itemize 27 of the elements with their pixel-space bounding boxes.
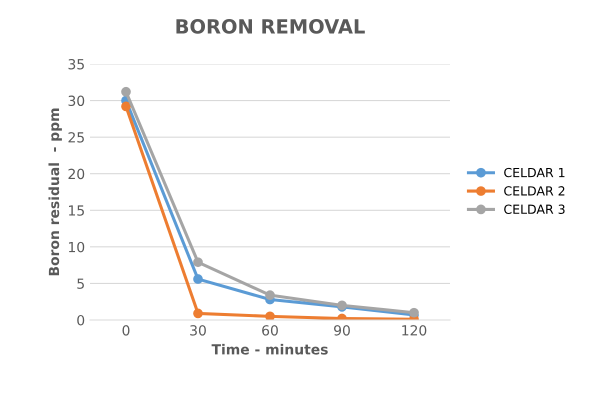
y-tick-label: 15	[68, 205, 84, 216]
y-tick-label: 30	[68, 96, 84, 106]
point	[193, 257, 203, 268]
point	[121, 102, 131, 112]
x-tick-label: 90	[334, 325, 350, 336]
chart-title: BORON REMOVAL	[176, 19, 365, 34]
x-tick-label: 120	[402, 325, 426, 336]
point	[193, 308, 203, 318]
y-tick-label: 0	[77, 314, 84, 326]
legend-label: CELDAR 2	[504, 186, 564, 196]
y-tick-label: 5	[77, 278, 84, 289]
x-axis-title: Time - minutes	[212, 344, 328, 355]
point	[265, 311, 275, 320]
x-tick-label: 60	[262, 325, 278, 336]
y-tick-label: 35	[68, 58, 84, 70]
point	[121, 86, 131, 97]
x-tick-label: 30	[190, 325, 206, 336]
y-tick-label: 10	[68, 242, 84, 252]
y-tick-label: 20	[68, 168, 84, 180]
x-tick-label: 0	[122, 325, 130, 336]
point	[409, 308, 419, 318]
point	[193, 274, 203, 284]
legend-label: CELDAR 3	[504, 204, 565, 214]
y-tick-label: 25	[68, 132, 84, 143]
point	[265, 290, 275, 300]
legend-label: CELDAR 1	[504, 168, 564, 178]
y-axis-title: Boron residual - ppm	[48, 108, 62, 276]
